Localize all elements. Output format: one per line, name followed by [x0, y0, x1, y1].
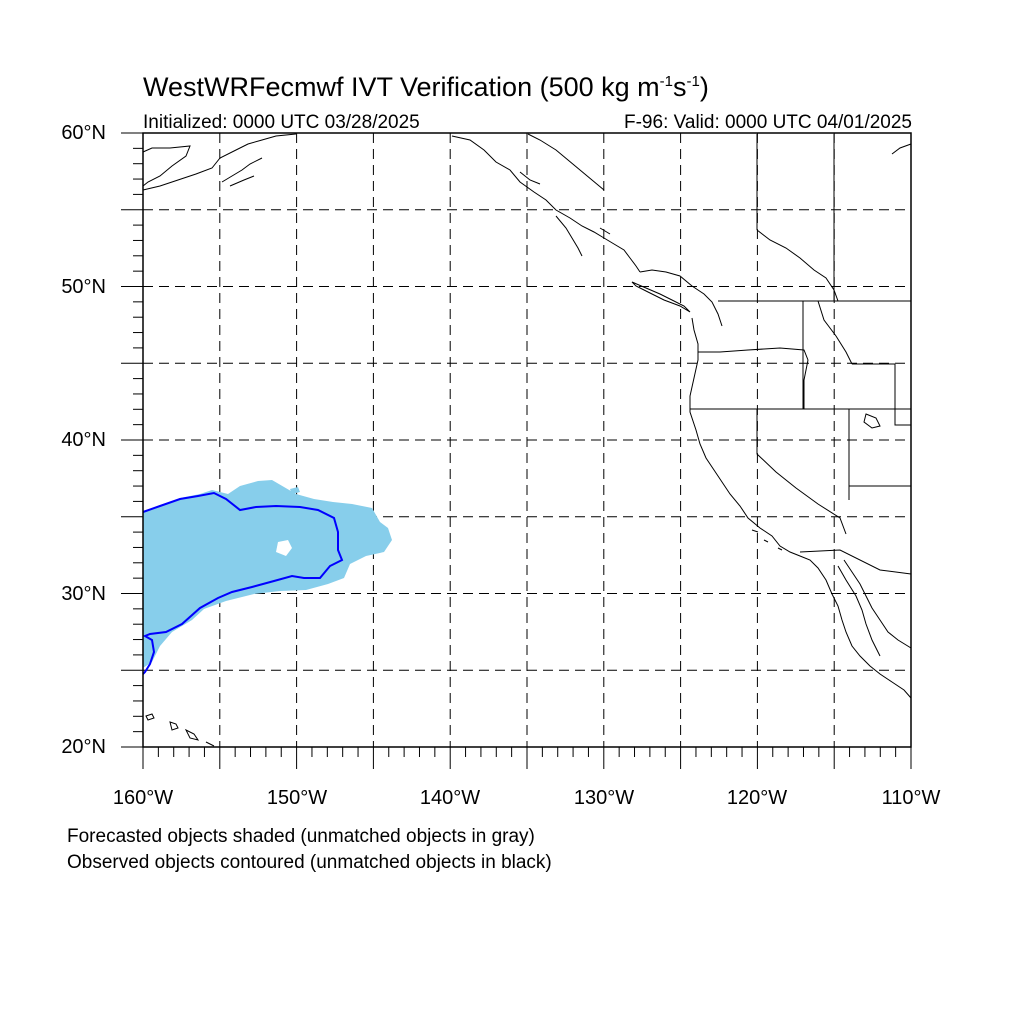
axis-ticks: [121, 132, 912, 769]
wy-border: [852, 363, 911, 426]
bc-alberta-border: [756, 229, 839, 302]
lon-label-120w: 120°W: [726, 787, 788, 809]
alaska-islands: [221, 157, 263, 187]
alaska-coast: [142, 145, 191, 187]
lon-label-110w: 110°W: [881, 787, 941, 809]
gulf-california: [837, 565, 881, 657]
lon-label-140w: 140°W: [419, 787, 481, 809]
wa-or-border: [698, 347, 809, 361]
initialized-time: Initialized: 0000 UTC 03/28/2025: [143, 112, 420, 133]
hawaii-islands: [145, 713, 215, 747]
or-id-border: [803, 359, 809, 409]
bc-islands: [519, 171, 611, 257]
vancouver-island: [631, 281, 691, 313]
baja-east-coast: [843, 559, 912, 649]
lat-label-50n: 50°N: [61, 276, 106, 298]
alaska-panhandle: [451, 135, 641, 273]
lat-label-20n: 20°N: [61, 736, 106, 758]
alaska-coast-south: [142, 133, 297, 191]
lat-label-30n: 30°N: [61, 583, 106, 605]
forecast-object-islet: [290, 487, 300, 494]
graticule: [143, 133, 911, 747]
channel-islands: [751, 529, 783, 551]
map-title: WestWRFecmwf IVT Verification (500 kg m-…: [143, 72, 709, 102]
ca-nv-border: [756, 409, 847, 535]
valid-time: F-96: Valid: 0000 UTC 04/01/2025: [624, 112, 912, 133]
lat-label-60n: 60°N: [61, 122, 106, 144]
lon-label-150w: 150°W: [266, 787, 328, 809]
nwt-coast: [891, 143, 912, 155]
observed-object-contour: [142, 491, 344, 675]
lon-label-160w: 160°W: [112, 787, 174, 809]
caption-forecast: Forecasted objects shaded (unmatched obj…: [67, 826, 535, 847]
political-borders: [527, 133, 912, 575]
caption-observed: Observed objects contoured (unmatched ob…: [67, 852, 552, 873]
bc-coast: [639, 269, 723, 327]
map-frame: [142, 132, 912, 748]
forecast-object-shaded: [143, 480, 392, 668]
us-west-coast: [689, 317, 912, 699]
lake-small: [863, 413, 881, 429]
lat-label-40n: 40°N: [61, 429, 106, 451]
canada-provinces: [756, 134, 835, 301]
coastlines: [142, 133, 912, 747]
alaska-canada-border: [527, 133, 605, 191]
forecast-object-hole: [276, 540, 292, 556]
lon-label-130w: 130°W: [573, 787, 635, 809]
id-mt-border: [802, 300, 853, 409]
us-mexico-border: [799, 549, 912, 575]
